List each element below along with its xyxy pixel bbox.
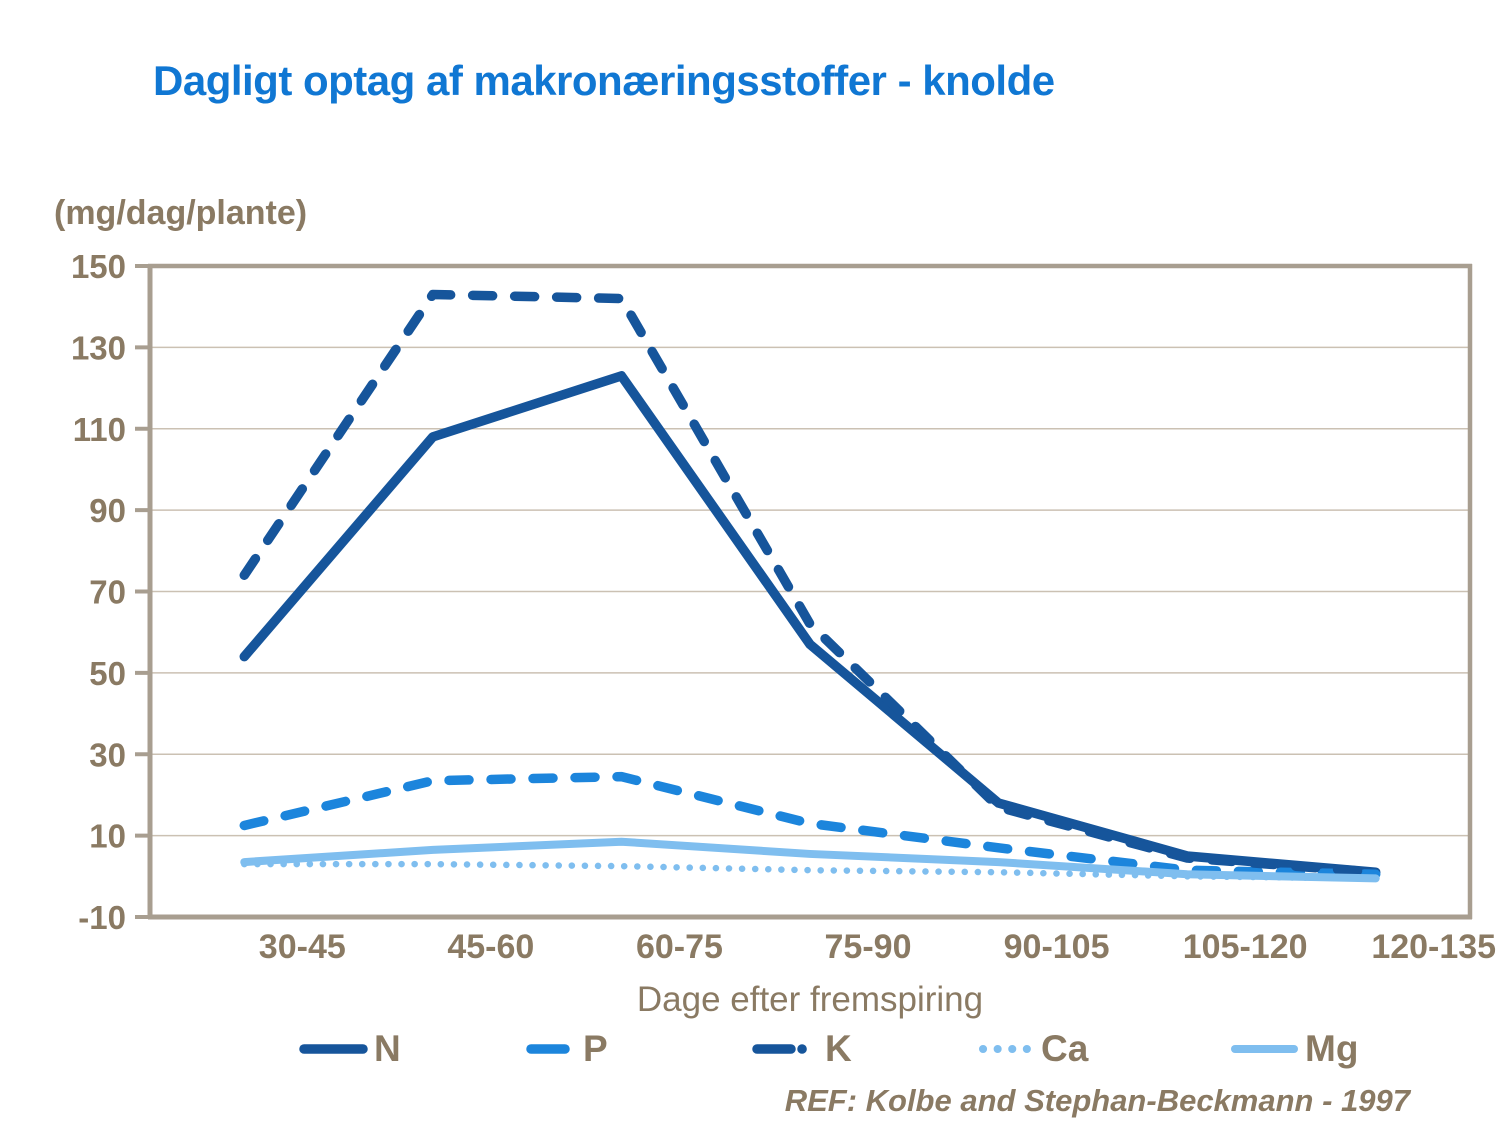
x-tick-label-60-75: 60-75 <box>636 928 723 966</box>
legend-label-K: K <box>825 1028 852 1069</box>
chart-legend: N P K Ca Mg <box>0 1026 1500 1072</box>
series-line-Mg <box>240 837 1380 883</box>
legend-swatch-P-icon <box>526 1044 577 1054</box>
y-tick-label-70: 70 <box>89 574 126 611</box>
x-tick-label-30-45: 30-45 <box>259 928 346 966</box>
legend-label-P: P <box>583 1028 608 1069</box>
legend-label-N: N <box>374 1028 401 1069</box>
y-tick-label-50: 50 <box>89 655 126 692</box>
legend-swatch-K-icon <box>752 1044 819 1054</box>
y-tick-label-110: 110 <box>73 411 126 448</box>
y-tick-label--10: -10 <box>78 899 126 936</box>
legend-swatch-Ca-icon <box>979 1045 1034 1053</box>
y-axis-unit-label: (mg/dag/plante) <box>54 194 308 232</box>
legend-swatch-N-icon <box>299 1044 368 1054</box>
y-tick-label-90: 90 <box>89 492 126 529</box>
legend-item-P: P <box>526 1026 608 1072</box>
legend-item-Ca: Ca <box>978 1026 1088 1072</box>
y-tick-label-10: 10 <box>89 818 126 855</box>
legend-label-Mg: Mg <box>1305 1028 1359 1069</box>
y-tick-label-30: 30 <box>89 736 126 773</box>
legend-swatch-Mg-icon <box>1231 1045 1298 1053</box>
x-tick-label-120-135: 120-135 <box>1371 928 1496 966</box>
chart-title: Dagligt optag af makronæringsstoffer - k… <box>153 57 1055 104</box>
y-tick-label-130: 130 <box>71 329 126 366</box>
legend-item-Mg: Mg <box>1230 1026 1358 1072</box>
legend-item-N: N <box>299 1026 401 1072</box>
x-tick-label-105-120: 105-120 <box>1183 928 1308 966</box>
x-tick-label-90-105: 90-105 <box>1004 928 1110 966</box>
legend-label-Ca: Ca <box>1041 1028 1089 1069</box>
series-line-K <box>239 289 1381 877</box>
x-axis-title: Dage efter fremspiring <box>636 980 984 1019</box>
x-tick-label-45-60: 45-60 <box>447 928 534 966</box>
legend-item-K: K <box>752 1026 852 1072</box>
y-tick-label-150: 150 <box>71 248 126 285</box>
source-reference: REF: Kolbe and Stephan-Beckmann - 1997 <box>784 1083 1410 1118</box>
x-tick-label-75-90: 75-90 <box>825 928 912 966</box>
